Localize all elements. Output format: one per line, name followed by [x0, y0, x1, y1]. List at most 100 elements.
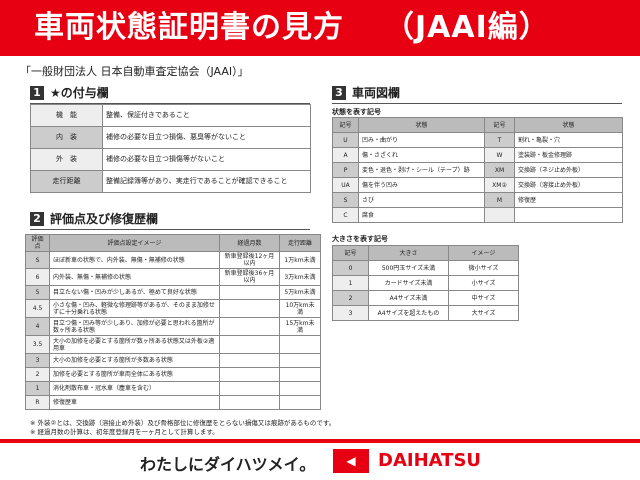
organization-name: 「一般財団法人 日本自動車査定協会（JAAI）」: [20, 65, 249, 78]
table-cell: [484, 207, 515, 223]
table-cell: 整備記録簿等があり、実走行であることが確認できること: [102, 170, 311, 193]
table-cell: [279, 367, 321, 382]
table-row: 2 加修を必要とする箇所が車両全体にある状態: [25, 367, 321, 382]
table-cell: 交換跡（ネジ止め外板）: [514, 162, 623, 178]
table-cell: 10万km未満: [279, 299, 321, 318]
table-cell: 1万km未満: [279, 251, 321, 269]
table-row: 1 消化剤散布車・冠水車（塵車を含む）: [25, 381, 321, 396]
table-cell: 目立つ傷・凹み等が少しあり、加修が必要と思われる箇所が数ヶ所ある状態: [49, 317, 220, 336]
table-cell: [219, 367, 280, 382]
table-cell: A: [332, 147, 359, 163]
table-cell: 目立たない傷・凹みが少しあるが、極めて良好な状態: [49, 285, 220, 300]
table-row: A 傷・さざくれ W 塗装跡・板金修理跡: [332, 147, 623, 163]
section-number: 1: [30, 85, 44, 100]
table-cell: 内 装: [30, 126, 103, 149]
table-cell: [219, 353, 280, 368]
table-cell: S: [25, 251, 50, 269]
divider: [0, 439, 640, 443]
table-row: S ほぼ新車の状態で、内外装、無傷・無補修の状態 新車登録後12ヶ月以内 1万km未満: [25, 251, 321, 269]
table-cell: 1: [25, 381, 50, 396]
table-cell: 3.5: [25, 335, 50, 354]
header-row: 評価点 評価点設定イメージ 経過月数 走行距離: [25, 234, 321, 252]
section-title: 車両図欄: [352, 86, 401, 100]
grade-table: 評価点 評価点設定イメージ 経過月数 走行距離 S ほぼ新車の状態で、内外装、無傷・無補修…: [25, 234, 321, 410]
column-header: 状態: [514, 117, 623, 133]
table-cell: 4.5: [25, 299, 50, 318]
star-table: 機 能整備、保証付きであること内 装補修の必要な目立つ損傷、悪臭等がないこと外 …: [30, 104, 311, 193]
footnotes: ※ 外装②とは、交換跡（溶接止め外装）及び骨格部位に修復歴をとらない損傷又は痕跡…: [30, 419, 335, 437]
table-cell: 凹み・曲がり: [358, 132, 485, 148]
table-cell: 5: [25, 285, 50, 300]
table-cell: [219, 317, 280, 336]
section-title: ★の付与欄: [50, 86, 109, 100]
slogan-logo: わたしにダイハツメイ。: [140, 455, 316, 474]
table-cell: [279, 335, 321, 354]
table-row: 外 装補修の必要な目立つ損傷等がないこと: [30, 148, 311, 171]
daihatsu-logo-icon: ◀: [333, 449, 369, 473]
footnote: ※ 外装②とは、交換跡（溶接止め外装）及び骨格部位に修復歴をとらない損傷又は痕跡…: [30, 419, 336, 427]
table-cell: 500円玉サイズ未満: [368, 260, 449, 276]
table-cell: [279, 381, 321, 396]
column-header: 記号: [484, 117, 515, 133]
table-cell: 修復歴車: [49, 395, 220, 410]
table-cell: 新車登録後12ヶ月以内: [219, 251, 280, 269]
table-row: R 修復歴車: [25, 395, 321, 410]
table-cell: 傷・さざくれ: [358, 147, 485, 163]
table-cell: 内外装、無傷・無補修の状態: [49, 268, 220, 286]
table-cell: 2: [25, 367, 50, 382]
section-1-heading: 1 ★の付与欄: [30, 84, 310, 104]
table-row: 4.5 小さな傷・凹み、軽微な修理跡等があるが、そのまま加修せずに十分乗れる状態 1…: [25, 299, 321, 318]
table-row: 3 A4サイズを超えたもの 大サイズ: [332, 305, 519, 321]
table-cell: 小サイズ: [448, 275, 519, 291]
table-cell: [279, 353, 321, 368]
table-row: 2 A4サイズ未満 中サイズ: [332, 290, 519, 306]
state-symbol-table: 記号 状態 記号 状態 U 凹み・曲がり T 割れ・亀裂・穴 A 傷・さざくれ W 塗装跡・板金修理跡…: [332, 117, 623, 223]
table-cell: C: [332, 207, 359, 223]
table-row: C 腐食: [332, 207, 623, 223]
table-cell: 割れ・亀裂・穴: [514, 132, 623, 148]
table-row: 内 装補修の必要な目立つ損傷、悪臭等がないこと: [30, 126, 311, 149]
table-cell: 3万km未満: [279, 268, 321, 286]
table-cell: 4: [25, 317, 50, 336]
size-table-title: 大きさを表す記号: [332, 235, 388, 243]
table-cell: R: [25, 395, 50, 410]
table-row: 4 目立つ傷・凹み等が少しあり、加修が必要と思われる箇所が数ヶ所ある状態 15万km…: [25, 317, 321, 336]
table-cell: 塗装跡・板金修理跡: [514, 147, 623, 163]
table-cell: 加修を必要とする箇所が車両全体にある状態: [49, 367, 220, 382]
table-cell: W: [484, 147, 515, 163]
table-row: 0 500円玉サイズ未満 微小サイズ: [332, 260, 519, 276]
table-cell: 5万km未満: [279, 285, 321, 300]
page-header: 車両状態証明書の見方 （JAAI編）: [0, 0, 640, 56]
table-cell: さび: [358, 192, 485, 208]
table-cell: [219, 299, 280, 318]
table-cell: 6: [25, 268, 50, 286]
table-cell: 微小サイズ: [448, 260, 519, 276]
page-subtitle: （JAAI編）: [384, 10, 550, 45]
column-header: 記号: [332, 245, 369, 261]
section-2-heading: 2 評価点及び修復歴欄: [30, 210, 310, 230]
column-header: 経過月数: [219, 234, 280, 252]
table-cell: [279, 395, 321, 410]
table-cell: 大サイズ: [448, 305, 519, 321]
table-cell: 修復歴: [514, 192, 623, 208]
table-cell: 0: [332, 260, 369, 276]
table-row: S さび M 修復歴: [332, 192, 623, 208]
section-number: 2: [30, 211, 44, 226]
header-row: 記号 大きさ イメージ: [332, 245, 519, 261]
table-row: 走行距離 整備記録簿等があり、実走行であることが確認できること: [30, 170, 311, 193]
table-cell: 3: [25, 353, 50, 368]
table-cell: M: [484, 192, 515, 208]
size-symbol-table: 記号 大きさ イメージ 0 500円玉サイズ未満 微小サイズ 1 カードサイズ未満 小サイズ 2 A…: [332, 245, 519, 321]
column-header: 記号: [332, 117, 359, 133]
table-cell: 補修の必要な目立つ損傷等がないこと: [102, 148, 311, 171]
table-cell: 3: [332, 305, 369, 321]
table-cell: カードサイズ未満: [368, 275, 449, 291]
table-cell: 整備、保証付きであること: [102, 104, 311, 127]
table-cell: 消化剤散布車・冠水車（塵車を含む）: [49, 381, 220, 396]
table-cell: 補修の必要な目立つ損傷、悪臭等がないこと: [102, 126, 311, 149]
column-header: イメージ: [448, 245, 519, 261]
column-header: 評価点: [25, 234, 50, 252]
column-header: 走行距離: [279, 234, 321, 252]
table-cell: XM: [484, 162, 515, 178]
table-cell: [219, 285, 280, 300]
